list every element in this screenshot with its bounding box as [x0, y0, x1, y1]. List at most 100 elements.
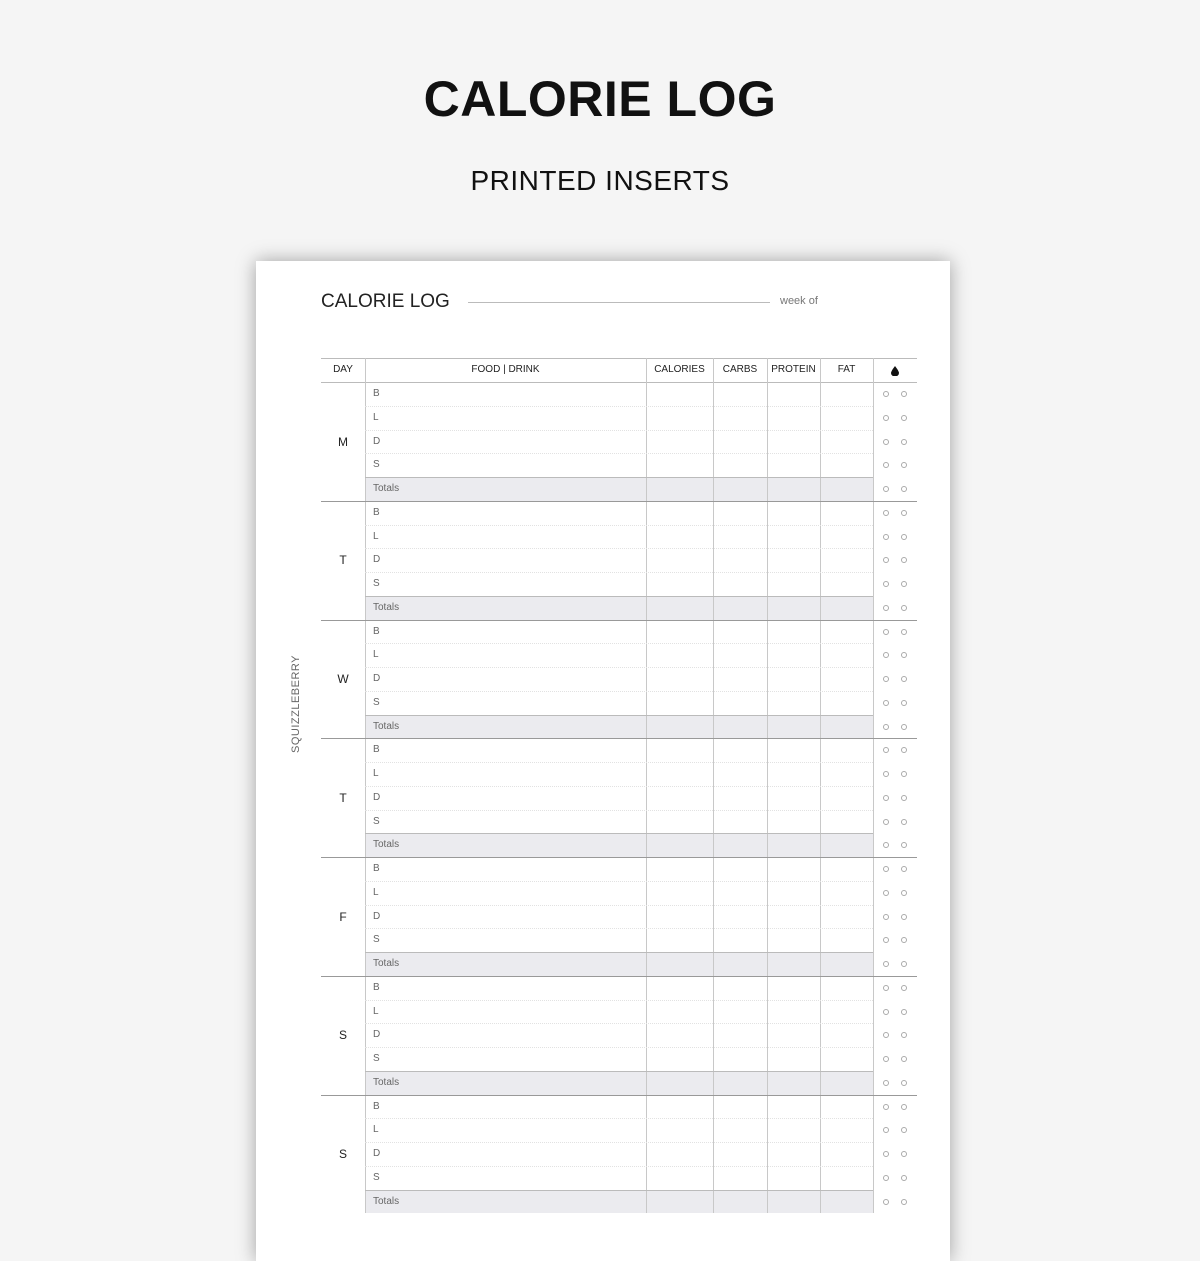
entry-cell[interactable] [713, 501, 767, 525]
entry-cell[interactable] [646, 1118, 713, 1142]
water-circle[interactable] [901, 581, 907, 587]
entry-cell[interactable] [767, 1142, 820, 1166]
water-circle[interactable] [901, 1127, 907, 1134]
entry-cell[interactable] [713, 430, 767, 454]
entry-cell[interactable] [713, 905, 767, 929]
entry-cell[interactable] [365, 1190, 646, 1214]
entry-cell[interactable] [365, 643, 646, 667]
water-circle[interactable] [883, 842, 889, 849]
entry-cell[interactable] [646, 786, 713, 810]
entry-cell[interactable] [820, 430, 873, 454]
entry-cell[interactable] [767, 881, 820, 905]
entry-cell[interactable] [646, 857, 713, 881]
entry-cell[interactable] [646, 976, 713, 1000]
water-circle[interactable] [901, 486, 907, 492]
water-circle[interactable] [883, 771, 889, 777]
entry-cell[interactable] [820, 881, 873, 905]
water-circle[interactable] [883, 1008, 889, 1015]
entry-cell[interactable] [646, 881, 713, 905]
water-circle[interactable] [883, 1032, 889, 1039]
entry-cell[interactable] [820, 643, 873, 667]
entry-cell[interactable] [713, 928, 767, 952]
entry-cell[interactable] [365, 596, 646, 620]
entry-cell[interactable] [820, 406, 873, 430]
water-circle[interactable] [883, 984, 889, 991]
entry-cell[interactable] [713, 406, 767, 430]
water-circle[interactable] [883, 889, 889, 896]
entry-cell[interactable] [365, 1023, 646, 1047]
water-circle[interactable] [883, 723, 889, 730]
entry-cell[interactable] [767, 430, 820, 454]
entry-cell[interactable] [646, 1047, 713, 1071]
entry-cell[interactable] [365, 786, 646, 810]
entry-cell[interactable] [767, 715, 820, 739]
entry-cell[interactable] [767, 596, 820, 620]
entry-cell[interactable] [646, 1000, 713, 1024]
entry-cell[interactable] [646, 406, 713, 430]
entry-cell[interactable] [646, 453, 713, 477]
entry-cell[interactable] [365, 810, 646, 834]
entry-cell[interactable] [713, 881, 767, 905]
entry-cell[interactable] [365, 952, 646, 976]
water-circle[interactable] [901, 1198, 907, 1205]
entry-cell[interactable] [767, 548, 820, 572]
water-circle[interactable] [901, 723, 907, 730]
entry-cell[interactable] [646, 1190, 713, 1214]
entry-cell[interactable] [646, 525, 713, 549]
entry-cell[interactable] [767, 762, 820, 786]
water-circle[interactable] [883, 628, 889, 635]
water-circle[interactable] [901, 1032, 907, 1039]
entry-cell[interactable] [365, 1118, 646, 1142]
entry-cell[interactable] [767, 1047, 820, 1071]
water-circle[interactable] [883, 913, 889, 920]
water-circle[interactable] [883, 1079, 889, 1086]
entry-cell[interactable] [713, 833, 767, 857]
entry-cell[interactable] [820, 857, 873, 881]
water-circle[interactable] [901, 1151, 907, 1157]
entry-cell[interactable] [767, 525, 820, 549]
water-circle[interactable] [883, 866, 889, 872]
entry-cell[interactable] [365, 430, 646, 454]
water-circle[interactable] [883, 699, 889, 706]
entry-cell[interactable] [713, 1095, 767, 1119]
water-circle[interactable] [883, 1056, 889, 1062]
entry-cell[interactable] [713, 786, 767, 810]
entry-cell[interactable] [767, 952, 820, 976]
water-circle[interactable] [883, 509, 889, 516]
entry-cell[interactable] [820, 1047, 873, 1071]
water-circle[interactable] [901, 842, 907, 849]
entry-cell[interactable] [713, 1190, 767, 1214]
entry-cell[interactable] [646, 762, 713, 786]
entry-cell[interactable] [767, 810, 820, 834]
water-circle[interactable] [901, 557, 907, 564]
entry-cell[interactable] [820, 525, 873, 549]
entry-cell[interactable] [767, 738, 820, 762]
water-circle[interactable] [901, 1174, 907, 1181]
water-circle[interactable] [883, 1174, 889, 1181]
entry-cell[interactable] [767, 1000, 820, 1024]
water-circle[interactable] [901, 1103, 907, 1110]
entry-cell[interactable] [713, 1142, 767, 1166]
water-circle[interactable] [883, 818, 889, 825]
water-circle[interactable] [901, 438, 907, 445]
water-circle[interactable] [883, 557, 889, 564]
entry-cell[interactable] [767, 572, 820, 596]
entry-cell[interactable] [820, 1023, 873, 1047]
water-circle[interactable] [883, 652, 889, 659]
entry-cell[interactable] [820, 691, 873, 715]
entry-cell[interactable] [713, 477, 767, 501]
entry-cell[interactable] [365, 1047, 646, 1071]
water-circle[interactable] [901, 676, 907, 682]
entry-cell[interactable] [365, 833, 646, 857]
entry-cell[interactable] [767, 905, 820, 929]
entry-cell[interactable] [713, 691, 767, 715]
entry-cell[interactable] [713, 382, 767, 406]
entry-cell[interactable] [820, 1095, 873, 1119]
entry-cell[interactable] [365, 406, 646, 430]
entry-cell[interactable] [713, 643, 767, 667]
entry-cell[interactable] [646, 1142, 713, 1166]
entry-cell[interactable] [646, 1166, 713, 1190]
entry-cell[interactable] [767, 1166, 820, 1190]
entry-cell[interactable] [767, 786, 820, 810]
entry-cell[interactable] [365, 881, 646, 905]
